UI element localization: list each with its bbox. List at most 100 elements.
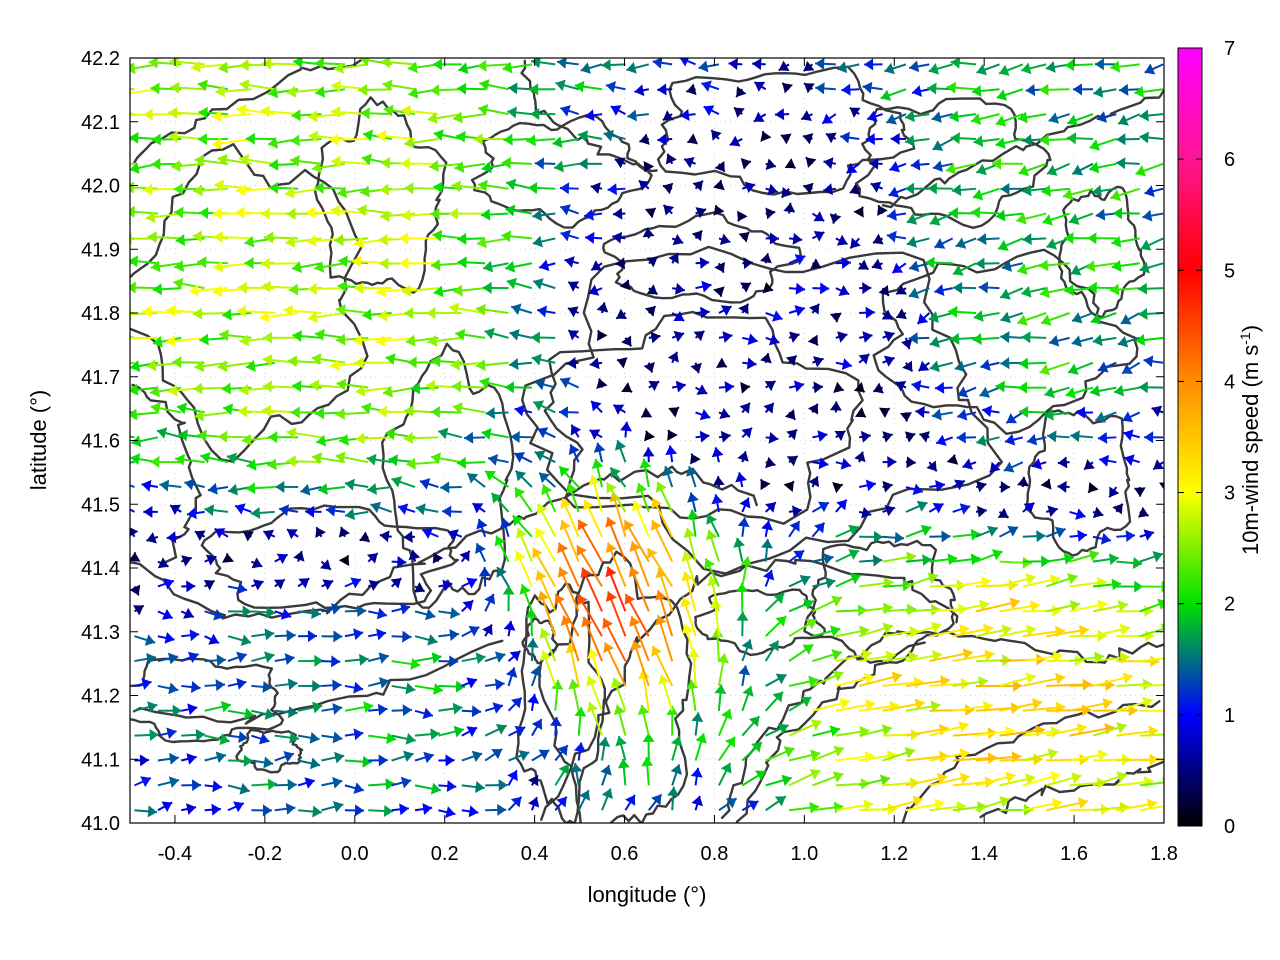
- wind-vector-head: [838, 285, 850, 296]
- wind-vector: [835, 799, 874, 812]
- wind-vector-head: [331, 655, 341, 668]
- wind-vector-head: [617, 758, 630, 769]
- wind-vector: [509, 328, 533, 341]
- wind-vector-head: [178, 429, 188, 442]
- wind-vector-head: [287, 529, 298, 540]
- wind-vector-head: [878, 407, 890, 419]
- wind-vector-head: [873, 382, 884, 394]
- wind-vector-head: [1096, 111, 1108, 123]
- wind-vector: [181, 703, 198, 716]
- wind-vector-head: [336, 333, 346, 346]
- wind-vector-head: [578, 157, 588, 170]
- wind-vector-head: [881, 724, 893, 736]
- wind-vector: [1022, 604, 1062, 617]
- wind-vector-head: [813, 381, 823, 394]
- wind-vector: [1071, 162, 1094, 176]
- wind-vector-shaft: [130, 212, 135, 216]
- wind-vector: [507, 106, 533, 119]
- wind-vector: [292, 330, 322, 343]
- wind-vector: [915, 406, 930, 419]
- wind-vector-head: [305, 505, 315, 518]
- wind-vector-head: [130, 584, 141, 596]
- wind-vector-head: [191, 60, 201, 73]
- wind-vector: [603, 642, 627, 687]
- wind-vector-head: [908, 287, 920, 299]
- wind-vector: [711, 447, 724, 463]
- wind-vector-head: [197, 429, 207, 442]
- wind-vector-head: [853, 381, 865, 393]
- wind-vector-head: [143, 505, 153, 518]
- wind-vector: [648, 331, 661, 344]
- wind-vector-head: [1044, 408, 1054, 421]
- wind-vector-head: [1071, 335, 1082, 348]
- wind-vector-head: [956, 431, 966, 444]
- wind-vector: [1113, 384, 1140, 397]
- wind-vector: [404, 136, 439, 149]
- wind-vector: [972, 187, 1000, 201]
- wind-vector: [765, 183, 779, 196]
- wind-vector: [262, 380, 299, 393]
- wind-vector: [321, 679, 342, 692]
- wind-vector: [132, 604, 145, 616]
- wind-vector: [996, 88, 1024, 101]
- wind-vector: [882, 431, 893, 443]
- wind-vector: [1139, 580, 1164, 593]
- wind-vector-head: [803, 60, 815, 72]
- wind-vector-head: [853, 206, 864, 218]
- wind-vector-head: [466, 577, 477, 589]
- wind-vector-head: [130, 408, 138, 421]
- wind-vector: [951, 184, 977, 196]
- wind-vector: [866, 110, 883, 123]
- wind-vector-shaft: [130, 162, 135, 165]
- wind-vector: [321, 731, 343, 744]
- wind-vector-head: [264, 231, 274, 244]
- wind-vector-head: [973, 310, 984, 322]
- wind-vector-head: [588, 284, 600, 296]
- wind-vector-head: [448, 207, 458, 220]
- wind-vector: [882, 355, 895, 367]
- wind-vector: [1116, 696, 1153, 712]
- wind-vector-head: [833, 801, 844, 814]
- wind-vector: [788, 282, 806, 295]
- wind-vector-head: [377, 309, 388, 322]
- wind-vector-head: [146, 532, 157, 544]
- wind-vector: [929, 721, 969, 737]
- wind-vector-head: [906, 456, 916, 469]
- wind-vector: [870, 181, 883, 193]
- wind-vector: [335, 451, 369, 464]
- wind-vector: [316, 434, 346, 447]
- wind-vector: [1000, 182, 1023, 195]
- wind-vector: [976, 679, 1023, 692]
- wind-vector-head: [215, 679, 225, 692]
- wind-vector-head: [840, 131, 850, 144]
- wind-vector-head: [978, 281, 989, 294]
- wind-vector: [466, 472, 486, 488]
- wind-vector-head: [879, 774, 891, 787]
- wind-vector-head: [494, 678, 505, 691]
- wind-vector: [778, 60, 790, 72]
- wind-vector: [181, 629, 200, 642]
- wind-vector-head: [353, 681, 364, 694]
- wind-vector-head: [379, 257, 389, 270]
- wind-vector-head: [740, 556, 753, 567]
- wind-vector-head: [711, 447, 724, 458]
- wind-vector-head: [744, 181, 756, 194]
- wind-vector-head: [905, 110, 915, 123]
- wind-vector: [687, 133, 699, 145]
- wind-vector-head: [763, 570, 775, 581]
- wind-vector-head: [896, 284, 908, 295]
- wind-vector-head: [338, 555, 350, 567]
- wind-vector-head: [293, 551, 305, 562]
- wind-vector-head: [700, 306, 710, 319]
- wind-vector: [781, 82, 794, 94]
- wind-vector-head: [1093, 85, 1104, 98]
- wind-vector-head: [1041, 314, 1052, 326]
- wind-vector: [835, 331, 848, 343]
- wind-vector-head: [456, 130, 466, 143]
- wind-vector-head: [929, 214, 941, 226]
- wind-vector: [168, 106, 205, 119]
- wind-vector-head: [566, 356, 577, 369]
- wind-vector-head: [467, 473, 479, 484]
- wind-vector-head: [187, 651, 199, 664]
- wind-vector: [788, 505, 802, 518]
